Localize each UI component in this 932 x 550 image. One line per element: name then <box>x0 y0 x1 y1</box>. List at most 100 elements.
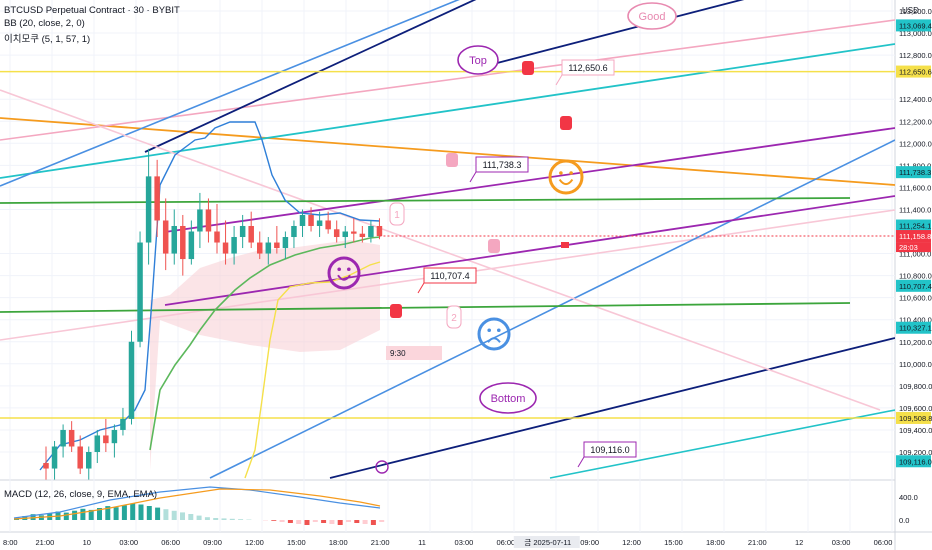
neutral-face-icon-eye-right <box>347 267 351 272</box>
candle-body <box>51 446 58 469</box>
candle-body <box>171 225 177 254</box>
y-tick-label: 112,400.0 <box>899 95 932 104</box>
macd-histogram-bar <box>188 514 194 520</box>
bb-legend[interactable]: BB (20, close, 2, 0) <box>4 18 85 29</box>
candle-body <box>325 220 331 230</box>
ichimoku-cloud <box>150 240 380 470</box>
x-tick-label: 15:00 <box>664 538 683 547</box>
x-tick-label: 21:00 <box>371 538 390 547</box>
hand-marker-icon <box>560 116 572 130</box>
candle <box>222 220 229 265</box>
candle <box>120 407 126 436</box>
candle-body <box>43 463 49 469</box>
candle <box>274 225 280 254</box>
top-bubble: Top <box>457 45 499 75</box>
macd-histogram-bar <box>155 507 161 520</box>
y-tick-label: 109,800.0 <box>899 382 932 391</box>
macd-histogram-bar <box>296 520 302 524</box>
macd-histogram-bar <box>196 515 202 520</box>
top-bubble-shape <box>457 45 499 75</box>
candle <box>68 421 75 452</box>
hand-marker-icon <box>390 304 402 318</box>
countdown-badge <box>896 242 931 253</box>
macd-histogram-bar <box>321 520 327 523</box>
macd-histogram-bar <box>213 518 219 520</box>
navy-trendline-upper-2 <box>469 0 745 71</box>
candle <box>60 424 66 458</box>
candle-body <box>180 225 186 260</box>
candle-body <box>257 242 263 254</box>
sad-face-icon-mouth <box>487 337 501 343</box>
price-callout-box <box>423 267 477 284</box>
x-tick-label: 10 <box>83 538 91 547</box>
candle <box>291 220 297 249</box>
macd-histogram-bar <box>113 507 119 520</box>
tenkan-line <box>244 261 381 479</box>
macd-histogram-bar <box>279 520 285 522</box>
sad-face-icon-ring <box>477 317 511 351</box>
x-tick-label: 03:00 <box>119 538 138 547</box>
macd-legend[interactable]: MACD (12, 26, close, 9, EMA, EMA) <box>4 489 158 500</box>
candle <box>231 225 237 265</box>
price-callout-pointer <box>469 171 477 183</box>
candle <box>257 231 263 260</box>
y-tick-label: 113,200.0 <box>899 7 932 16</box>
macd-histogram-bar <box>171 510 177 520</box>
candle-body <box>103 435 109 444</box>
y-tick-label: 110,600.0 <box>899 294 932 303</box>
good-bubble-label: Good <box>639 11 666 23</box>
x-tick-label: 03:00 <box>832 538 851 547</box>
macd-histogram-bar <box>329 520 335 524</box>
countdown-text: 28:03 <box>899 243 918 252</box>
candle <box>111 424 118 458</box>
lightning-icon <box>375 460 389 474</box>
y-tick-label: 110,400.0 <box>899 316 932 325</box>
price-badge <box>896 279 931 292</box>
candle-body <box>231 237 237 254</box>
blue-diagonal-lower <box>209 139 895 479</box>
good-bubble: Good <box>627 2 677 30</box>
x-tick-label: 21:00 <box>36 538 55 547</box>
neutral-face-icon-mouth <box>337 274 351 281</box>
candle-body <box>197 209 203 232</box>
x-tick-label: 12:00 <box>622 538 641 547</box>
x-tick-label: 06:00 <box>496 538 515 547</box>
y-tick-label: 111,400.0 <box>899 205 931 214</box>
y-tick-label: 110,000.0 <box>899 360 932 369</box>
candle-body <box>188 231 195 260</box>
candle-body <box>222 242 229 254</box>
trend-lines: Good Top Bottom 1 2 112,650.6 111,738.3 110,707… <box>0 0 895 480</box>
y-tick-label: 109,400.0 <box>899 426 932 435</box>
y-tick-label: 111,000.0 <box>899 250 931 259</box>
candle <box>368 220 374 243</box>
candle <box>205 198 212 243</box>
candle-body <box>316 220 323 226</box>
macd-histogram-bar <box>138 504 144 520</box>
y-tick-label: 112,200.0 <box>899 117 932 126</box>
y-tick-label: 109,200.0 <box>899 448 932 457</box>
candle-body <box>128 341 135 419</box>
price-callout-box <box>583 441 637 458</box>
price-badge <box>896 230 931 243</box>
pink-channel-upper <box>0 19 895 141</box>
top-bubble-label: Top <box>469 55 487 67</box>
good-bubble-shape <box>627 2 677 30</box>
candle <box>342 225 348 249</box>
candle-body <box>333 229 340 238</box>
candle <box>214 203 220 254</box>
candle-body <box>77 446 83 469</box>
y-tick-label: 110,800.0 <box>899 272 932 281</box>
y-tick-label: 110,200.0 <box>899 338 932 347</box>
candle-body <box>274 242 280 249</box>
candle-body <box>308 214 314 226</box>
macd-histogram-bar <box>346 520 351 522</box>
symbol-legend[interactable]: BTCUSD Perpetual Contract · 30 · BYBIT <box>4 5 180 16</box>
candle-body <box>68 429 75 447</box>
ichimoku-legend[interactable]: 이치모쿠 (5, 1, 57, 1) <box>4 34 91 45</box>
candle <box>86 446 92 480</box>
macd-signal-line <box>13 488 381 520</box>
purple-channel-upper <box>164 127 895 233</box>
orange-trendline <box>0 117 895 186</box>
